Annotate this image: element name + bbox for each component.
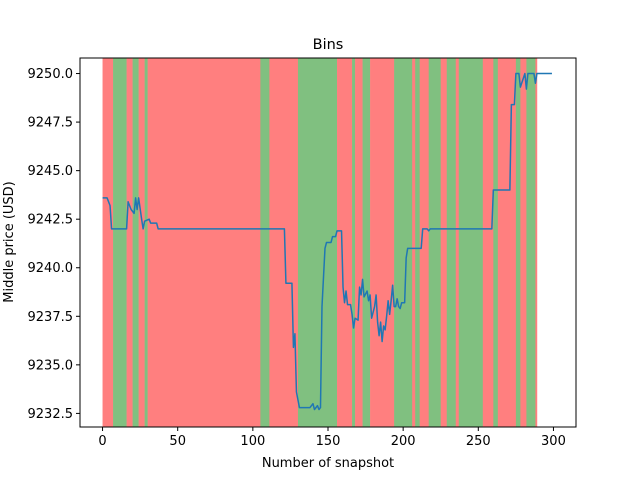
band-red-16 <box>412 58 416 427</box>
y-tick-label: 9245.0 <box>28 164 74 179</box>
band-red-10 <box>337 58 353 427</box>
line-layer <box>102 72 552 411</box>
y-axis-ticks: 9232.5 9235.0 9237.5 9240.0 9242.5 9245.0 9247… <box>28 67 80 422</box>
band-red-8 <box>269 58 299 427</box>
band-red-14 <box>370 58 395 427</box>
band-red-28 <box>520 58 527 427</box>
band-red-12 <box>355 58 363 427</box>
band-green-19 <box>428 58 442 427</box>
band-green-27 <box>515 58 521 427</box>
y-tick-label: 9240.0 <box>28 261 74 276</box>
x-tick-label: 300 <box>541 434 566 449</box>
y-tick-label: 9235.0 <box>28 358 74 373</box>
bands-layer <box>102 58 538 427</box>
x-tick-label: 150 <box>316 434 341 449</box>
x-tick-label: 200 <box>391 434 416 449</box>
band-red-0 <box>102 58 114 427</box>
x-tick-label: 250 <box>466 434 491 449</box>
x-tick-label: 50 <box>169 434 186 449</box>
x-tick-label: 100 <box>240 434 265 449</box>
series-line-0 <box>102 72 552 411</box>
y-tick-label: 9247.5 <box>28 116 74 131</box>
band-green-21 <box>446 58 457 427</box>
band-red-26 <box>497 58 517 427</box>
band-green-23 <box>458 58 484 427</box>
band-red-22 <box>455 58 460 427</box>
band-green-1 <box>113 58 127 427</box>
y-tick-label: 9232.5 <box>28 407 74 422</box>
x-axis-label: Number of snapshot <box>262 456 394 471</box>
band-red-30 <box>535 58 538 427</box>
band-green-3 <box>132 58 139 427</box>
band-green-17 <box>415 58 420 427</box>
band-red-20 <box>440 58 448 427</box>
y-tick-label: 9250.0 <box>28 67 74 82</box>
band-green-13 <box>362 58 371 427</box>
band-red-24 <box>482 58 494 427</box>
y-tick-label: 9237.5 <box>28 310 74 325</box>
band-red-6 <box>147 58 261 427</box>
y-axis-label: Middle price (USD) <box>2 181 17 302</box>
band-green-25 <box>493 58 499 427</box>
band-green-5 <box>144 58 148 427</box>
band-red-4 <box>138 58 145 427</box>
y-tick-label: 9242.5 <box>28 213 74 228</box>
x-axis-ticks: 0 50 100 150 200 250 300 <box>98 427 566 449</box>
band-red-2 <box>126 58 133 427</box>
band-green-11 <box>352 58 356 427</box>
band-green-29 <box>526 58 536 427</box>
chart-title: Bins <box>313 37 344 53</box>
x-tick-label: 0 <box>98 434 106 449</box>
band-green-15 <box>394 58 413 427</box>
band-green-7 <box>260 58 270 427</box>
band-red-18 <box>419 58 430 427</box>
